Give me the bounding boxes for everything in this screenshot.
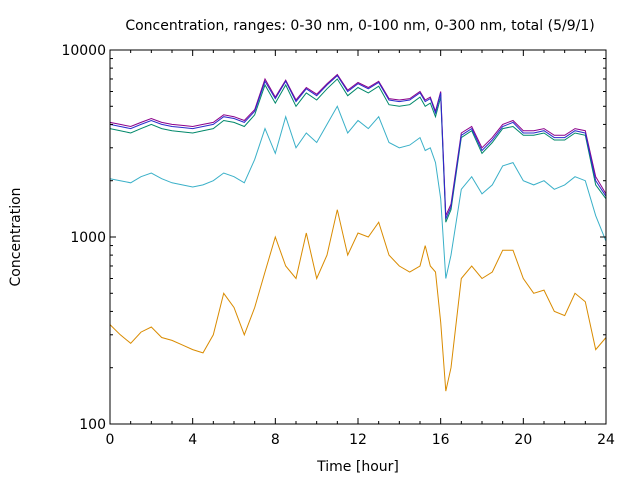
y-tick-label: 1000 xyxy=(70,230,106,246)
series-line-4 xyxy=(109,73,607,216)
y-axis-label: Concentration xyxy=(8,187,24,286)
series-line-3 xyxy=(109,78,607,223)
series-line-2 xyxy=(109,105,607,279)
x-tick-label: 16 xyxy=(432,432,450,448)
series-line-5 xyxy=(109,74,607,220)
x-tick-label: 8 xyxy=(271,432,280,448)
x-axis-label: Time [hour] xyxy=(316,459,399,475)
y-tick-label: 100 xyxy=(79,417,106,433)
tick-layer: 0 4 8 12 16 20 24 100 1000 10000 xyxy=(61,43,615,448)
plot-frame xyxy=(109,49,607,425)
x-tick-label: 4 xyxy=(188,432,197,448)
x-tick-label: 20 xyxy=(514,432,532,448)
series-layer xyxy=(109,73,607,392)
x-tick-label: 0 xyxy=(106,432,115,448)
series-line-1 xyxy=(109,209,607,392)
y-tick-label: 10000 xyxy=(61,43,106,59)
chart-title: Concentration, ranges: 0-30 nm, 0-100 nm… xyxy=(125,18,594,34)
x-tick-label: 12 xyxy=(349,432,367,448)
x-tick-label: 24 xyxy=(597,432,615,448)
